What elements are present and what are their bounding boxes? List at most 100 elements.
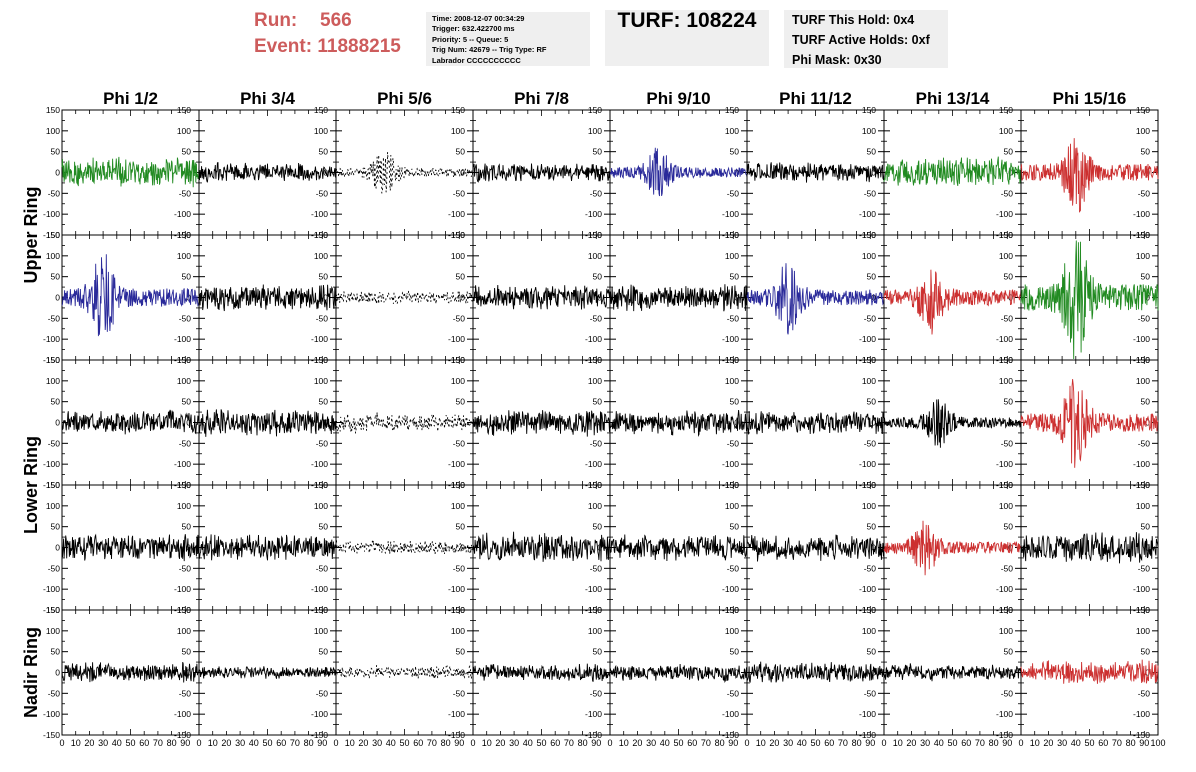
y-tick-label: 100 (588, 626, 602, 636)
y-tick-label: 150 (725, 105, 739, 115)
y-tick-label: 100 (1136, 626, 1150, 636)
y-tick-label: 0 (871, 543, 876, 553)
y-tick-label: -100 (1133, 709, 1150, 719)
turf-box: TURF: 108224 (605, 10, 769, 66)
y-tick-label: 100 (725, 376, 739, 386)
y-tick-label: -50 (453, 188, 466, 198)
x-tick-label: 80 (441, 738, 451, 748)
waveform-trace (198, 534, 337, 561)
y-tick-label: 50 (51, 272, 61, 282)
y-tick-label: -50 (179, 563, 192, 573)
y-tick-label: -50 (48, 438, 61, 448)
column-header: Phi 3/4 (240, 89, 295, 108)
x-tick-label: 10 (756, 738, 766, 748)
y-tick-label: 100 (999, 376, 1013, 386)
column-header: Phi 13/14 (916, 89, 990, 108)
y-tick-label: -50 (453, 313, 466, 323)
y-tick-label: -100 (43, 459, 60, 469)
y-tick-label: -50 (727, 438, 740, 448)
y-tick-label: 50 (593, 397, 603, 407)
x-tick-label: 80 (989, 738, 999, 748)
y-tick-label: 0 (1008, 293, 1013, 303)
y-tick-label: -50 (590, 188, 603, 198)
y-tick-label: -50 (1001, 438, 1014, 448)
waveform-trace (609, 534, 748, 562)
y-tick-label: 50 (1141, 647, 1151, 657)
x-tick-label: 40 (797, 738, 807, 748)
y-tick-label: -50 (1001, 188, 1014, 198)
y-tick-label: -100 (722, 459, 739, 469)
x-tick-label: 20 (358, 738, 368, 748)
y-tick-label: -100 (996, 334, 1013, 344)
y-tick-label: 0 (55, 168, 60, 178)
y-tick-label: 150 (999, 355, 1013, 365)
y-tick-label: 150 (46, 480, 60, 490)
y-tick-label: 150 (1136, 230, 1150, 240)
y-tick-label: 150 (177, 355, 191, 365)
y-tick-label: 150 (314, 605, 328, 615)
x-tick-label: 50 (673, 738, 683, 748)
x-tick-label: 10 (1030, 738, 1040, 748)
y-tick-label: 50 (593, 647, 603, 657)
y-tick-label: -50 (864, 688, 877, 698)
waveform-trace (883, 520, 1022, 576)
row-label: Nadir Ring (21, 627, 41, 718)
run-value: 566 (320, 10, 352, 31)
y-tick-label: 100 (725, 626, 739, 636)
y-tick-label: 100 (177, 626, 191, 636)
y-tick-label: -50 (864, 188, 877, 198)
waveform-trace (335, 665, 474, 681)
event-label: Event: (254, 36, 313, 57)
x-tick-label: 90 (317, 738, 327, 748)
y-tick-label: -50 (453, 438, 466, 448)
y-tick-label: 50 (867, 522, 877, 532)
x-tick-label: 10 (482, 738, 492, 748)
y-tick-label: 100 (177, 376, 191, 386)
y-tick-label: 100 (999, 626, 1013, 636)
y-tick-label: 100 (588, 126, 602, 136)
y-tick-label: -50 (1001, 688, 1014, 698)
y-tick-label: -100 (1133, 459, 1150, 469)
y-tick-label: -50 (179, 188, 192, 198)
y-tick-label: -100 (1133, 334, 1150, 344)
y-tick-label: 50 (1141, 397, 1151, 407)
y-tick-label: 100 (451, 126, 465, 136)
y-tick-label: 50 (51, 647, 61, 657)
column-header: Phi 1/2 (103, 89, 158, 108)
y-tick-label: -50 (727, 188, 740, 198)
y-tick-label: -50 (1138, 188, 1151, 198)
x-tick-label: 50 (262, 738, 272, 748)
y-tick-label: -100 (722, 334, 739, 344)
x-tick-label: 10 (71, 738, 81, 748)
y-tick-label: 150 (999, 230, 1013, 240)
waveform-trace (609, 409, 748, 437)
x-tick-label: 60 (276, 738, 286, 748)
y-tick-label: 50 (1004, 272, 1014, 282)
x-tick-label: 50 (125, 738, 135, 748)
x-tick-label: 0 (607, 738, 612, 748)
y-tick-label: 50 (593, 147, 603, 157)
x-tick-label: 30 (509, 738, 519, 748)
x-tick-label: 20 (632, 738, 642, 748)
y-tick-label: 50 (867, 147, 877, 157)
y-tick-label: 50 (456, 522, 466, 532)
y-tick-label: -100 (1133, 209, 1150, 219)
y-tick-label: 50 (456, 147, 466, 157)
waveform-trace (1020, 659, 1159, 684)
event-value: 11888215 (317, 36, 401, 57)
x-tick-label: 10 (208, 738, 218, 748)
waveform-trace (198, 162, 337, 183)
y-tick-label: 50 (593, 272, 603, 282)
y-tick-label: -100 (1133, 584, 1150, 594)
x-tick-label: 90 (865, 738, 875, 748)
x-tick-label: 40 (1071, 738, 1081, 748)
y-tick-label: 150 (862, 355, 876, 365)
y-tick-label: -100 (311, 709, 328, 719)
y-tick-label: -50 (179, 688, 192, 698)
y-tick-label: 100 (999, 126, 1013, 136)
x-tick-label: 70 (427, 738, 437, 748)
x-tick-label: 70 (838, 738, 848, 748)
waveform-trace (609, 663, 748, 683)
x-tick-label: 90 (728, 738, 738, 748)
y-tick-label: 50 (867, 272, 877, 282)
